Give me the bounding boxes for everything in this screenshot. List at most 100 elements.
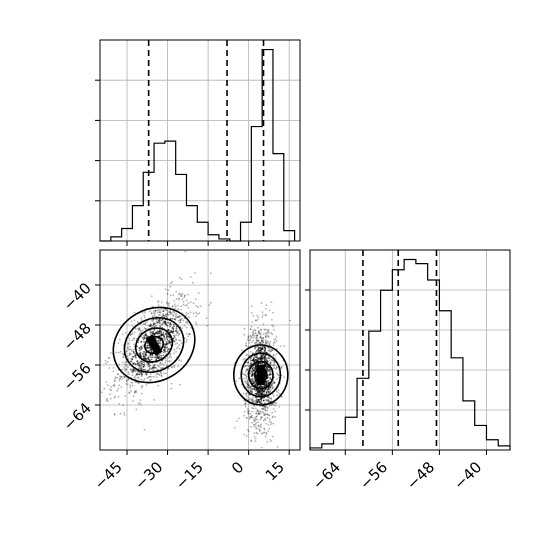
sample-point (142, 337, 144, 339)
sample-point (130, 357, 133, 360)
sample-point (182, 300, 185, 303)
sample-point (247, 412, 250, 415)
sample-point (249, 390, 252, 392)
sample-point (264, 402, 266, 404)
sample-point (127, 371, 130, 374)
sample-point (187, 335, 189, 338)
sample-point (245, 392, 248, 394)
sample-point (143, 363, 146, 366)
sample-point (195, 304, 198, 307)
sample-point (253, 435, 256, 438)
sample-point (131, 325, 134, 328)
sample-point (128, 392, 131, 394)
sample-point (269, 340, 272, 343)
sample-point (271, 333, 274, 336)
sample-point (267, 414, 270, 416)
sample-point (169, 309, 172, 312)
sample-point (180, 295, 183, 297)
sample-point (137, 376, 140, 379)
sample-point (166, 313, 169, 316)
sample-point (165, 302, 168, 305)
sample-point (153, 399, 156, 401)
sample-point (269, 361, 272, 364)
sample-point (163, 320, 166, 323)
sample-point (250, 440, 253, 443)
sample-point (271, 387, 273, 390)
sample-point (251, 379, 254, 381)
sample-point (248, 365, 251, 368)
sample-point (272, 380, 275, 383)
sample-point (248, 410, 251, 413)
sample-point (174, 329, 177, 332)
sample-point (259, 412, 262, 414)
sample-point (275, 402, 277, 404)
sample-point (254, 396, 257, 399)
density-contour (240, 352, 282, 398)
sample-point (177, 316, 179, 319)
sample-point (125, 361, 128, 364)
sample-point (152, 310, 155, 313)
sample-point (121, 378, 124, 380)
sample-point (134, 377, 137, 380)
sample-point (246, 381, 249, 383)
sample-point (149, 365, 151, 367)
sample-point (257, 409, 259, 412)
sample-point (162, 309, 165, 311)
sample-point (268, 343, 271, 345)
sample-point (160, 354, 163, 357)
sample-point (134, 381, 137, 383)
sample-point (195, 323, 198, 326)
sample-point (249, 389, 252, 392)
sample-point (253, 336, 255, 339)
sample-point (283, 345, 285, 347)
sample-point (246, 368, 249, 371)
sample-point (140, 385, 143, 387)
sample-point (127, 337, 130, 340)
sample-point (265, 392, 268, 394)
sample-point (150, 312, 153, 315)
sample-point (169, 323, 172, 326)
sample-point (254, 437, 257, 440)
sample-point (276, 394, 278, 396)
y-hist-tick-label: −48 (403, 458, 438, 493)
sample-point (258, 332, 261, 335)
sample-point (255, 431, 258, 434)
sample-point (162, 310, 165, 313)
sample-point (146, 342, 149, 345)
sample-point (127, 379, 130, 381)
sample-point (138, 401, 141, 404)
sample-point (243, 333, 246, 336)
sample-point (179, 319, 182, 321)
sample-point (159, 322, 161, 324)
sample-point (266, 413, 269, 416)
sample-point (127, 373, 130, 375)
sample-point (178, 315, 181, 317)
sample-point (150, 358, 153, 361)
sample-point (156, 332, 159, 335)
sample-point (195, 311, 198, 314)
sample-point (247, 383, 249, 385)
sample-point (130, 320, 133, 323)
sample-point (175, 312, 177, 315)
sample-point (185, 340, 188, 343)
joint-y-tick-label: −64 (60, 399, 95, 434)
sample-point (260, 333, 262, 336)
sample-point (156, 318, 158, 321)
sample-point (264, 339, 267, 341)
sample-point (266, 396, 269, 399)
sample-point (251, 400, 254, 402)
sample-point (254, 342, 256, 345)
sample-point (273, 339, 276, 341)
sample-point (131, 350, 134, 353)
sample-point (167, 314, 170, 316)
sample-point (259, 418, 262, 421)
sample-point (244, 380, 247, 383)
sample-point (260, 302, 263, 304)
sample-point (255, 415, 258, 418)
sample-point (125, 363, 128, 366)
sample-point (268, 331, 271, 334)
sample-point (113, 380, 116, 383)
sample-point (119, 378, 122, 380)
sample-point (187, 312, 190, 315)
sample-point (176, 316, 179, 318)
